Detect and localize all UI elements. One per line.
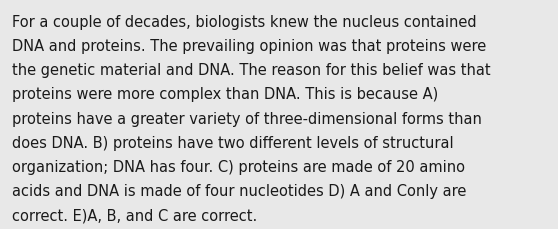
Text: proteins have a greater variety of three-dimensional forms than: proteins have a greater variety of three… [12, 111, 482, 126]
Text: correct. E)A, B, and C are correct.: correct. E)A, B, and C are correct. [12, 207, 258, 222]
Text: the genetic material and DNA. The reason for this belief was that: the genetic material and DNA. The reason… [12, 63, 491, 78]
Text: proteins were more complex than DNA. This is because A): proteins were more complex than DNA. Thi… [12, 87, 439, 102]
Text: organization; DNA has four. C) proteins are made of 20 amino: organization; DNA has four. C) proteins … [12, 159, 465, 174]
Text: does DNA. B) proteins have two different levels of structural: does DNA. B) proteins have two different… [12, 135, 454, 150]
Text: For a couple of decades, biologists knew the nucleus contained: For a couple of decades, biologists knew… [12, 15, 477, 30]
Text: acids and DNA is made of four nucleotides D) A and Conly are: acids and DNA is made of four nucleotide… [12, 183, 466, 198]
Text: DNA and proteins. The prevailing opinion was that proteins were: DNA and proteins. The prevailing opinion… [12, 39, 487, 54]
